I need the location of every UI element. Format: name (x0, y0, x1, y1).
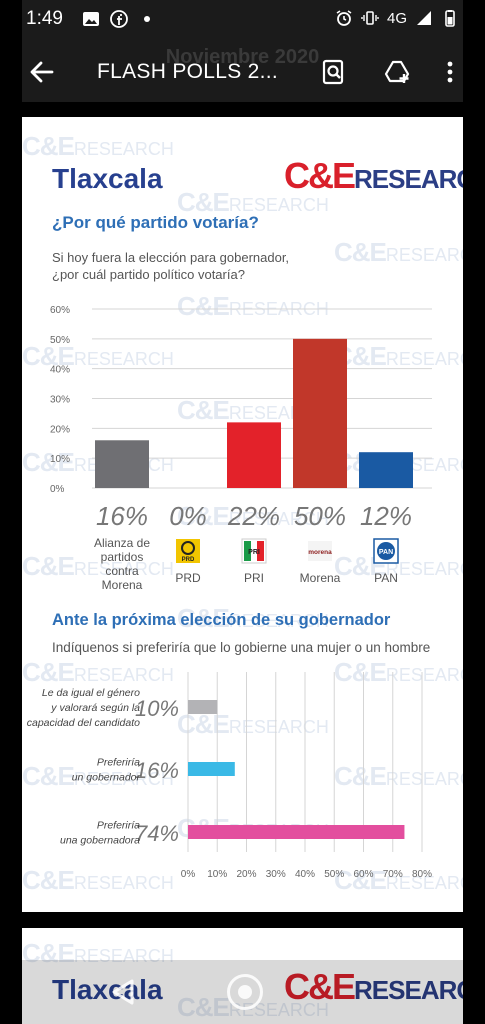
bar-value-label: 16% (135, 758, 179, 783)
y-tick-label: 10% (50, 454, 70, 465)
alarm-icon (336, 10, 352, 26)
state-title: Tlaxcala (52, 163, 163, 194)
question2-text: Indíquenos si preferiría que lo gobierne… (52, 640, 431, 655)
x-tick-label: 80% (412, 869, 432, 880)
pri-logo-icon: PRI (241, 538, 267, 564)
category-label: Le da igual el género (42, 687, 140, 699)
category-label: PRD (175, 571, 201, 585)
search-document-icon[interactable] (320, 58, 348, 86)
x-tick-label: 70% (383, 869, 403, 880)
x-tick-label: 40% (295, 869, 315, 880)
y-tick-label: 30% (50, 395, 70, 406)
question1-title: ¿Por qué partido votaría? (52, 213, 259, 232)
state-title: Tlaxcala (52, 974, 163, 1005)
notification-dot-icon (144, 16, 150, 22)
pdf-page: C&ERESEARCH C&ERESEARCH C&ERESEARCH C&ER… (22, 117, 463, 912)
gender-preference-bar-chart: 0% 10% 20% 30% 40% 50% 60% 70% 80%10%Le da igual… (27, 672, 432, 880)
bar (293, 338, 347, 488)
prd-logo-icon: PRD (176, 539, 200, 563)
x-tick-label: 10% (207, 869, 227, 880)
facebook-icon (110, 10, 128, 28)
ce-research-logo: C&ERESEARCH (284, 155, 463, 196)
y-tick-label: 0% (50, 484, 65, 495)
back-arrow-icon[interactable] (28, 58, 56, 86)
x-tick-label: 60% (353, 869, 373, 880)
y-tick-label: 60% (50, 305, 70, 316)
gallery-icon (83, 12, 99, 26)
bar-value-label: 12% (360, 501, 412, 531)
category-label: una gobernadora (60, 835, 140, 847)
category-label: Preferiría (97, 757, 140, 769)
bar-value-label: 10% (135, 696, 179, 721)
document-title: FLASH POLLS 2... (97, 60, 279, 83)
category-label: Preferiría (97, 820, 140, 832)
network-type-label: 4G (386, 9, 407, 27)
ghost-header-text: Noviembre 2020 (165, 46, 320, 68)
category-label: y valorará según la (50, 702, 140, 714)
question2-title: Ante la próxima elección de su gobernado… (52, 611, 391, 629)
status-bar: 1:49 4G (22, 0, 463, 40)
ce-research-logo: C&ERESEARCH (284, 966, 463, 1007)
system-nav-bar (22, 960, 463, 1024)
svg-text:PRD: PRD (182, 557, 195, 563)
x-tick-label: 20% (236, 869, 256, 880)
question1-text: Si hoy fuera la elección para gobernador… (52, 250, 290, 282)
battery-icon (445, 10, 455, 27)
category-label: PAN (374, 571, 398, 585)
bar (188, 825, 405, 839)
category-label: PRI (244, 571, 264, 585)
category-label: partidos (101, 550, 144, 564)
more-options-icon[interactable] (442, 58, 458, 86)
bar-value-label: 16% (96, 501, 148, 531)
bar (188, 700, 218, 714)
x-tick-label: 50% (324, 869, 344, 880)
category-label: Morena (102, 578, 143, 592)
x-tick-label: 0% (181, 869, 196, 880)
category-label: Alianza de (94, 536, 150, 550)
svg-text:morena: morena (308, 549, 332, 556)
category-label: Morena (300, 571, 341, 585)
bar (227, 422, 281, 488)
y-tick-label: 40% (50, 365, 70, 376)
x-tick-label: 30% (266, 869, 286, 880)
category-label: contra (105, 564, 139, 578)
bar-value-label: 0% (169, 501, 207, 531)
nav-back-icon[interactable] (110, 978, 136, 1006)
signal-icon (417, 11, 431, 25)
y-tick-label: 50% (50, 335, 70, 346)
morena-logo-icon: morena (308, 541, 332, 561)
nav-home-icon[interactable] (227, 974, 263, 1010)
category-label: capacidad del candidato (27, 717, 140, 729)
bar (359, 452, 413, 488)
status-time: 1:49 (26, 8, 63, 29)
svg-text:PAN: PAN (379, 549, 393, 556)
watermark: C&ERESEARCH (22, 131, 174, 161)
bar (95, 440, 149, 488)
svg-text:PRI: PRI (248, 549, 260, 556)
bar-value-label: 50% (294, 501, 346, 531)
vibrate-icon (361, 11, 379, 25)
bar (188, 762, 235, 776)
bar-value-label: 74% (135, 821, 179, 846)
y-tick-label: 20% (50, 424, 70, 435)
category-label: un gobernador (72, 772, 141, 784)
pan-logo-icon: PAN (373, 538, 399, 564)
app-bar: Noviembre 2020 FLASH POLLS 2... (22, 40, 463, 102)
add-to-drive-icon[interactable] (384, 58, 412, 86)
bar-value-label: 22% (227, 501, 280, 531)
party-vote-bar-chart: 0% 10% 20% 30% 40% 50% 60% 16% Alianza departido… (50, 305, 432, 592)
watermark: C&ERESEARCH (334, 237, 463, 267)
